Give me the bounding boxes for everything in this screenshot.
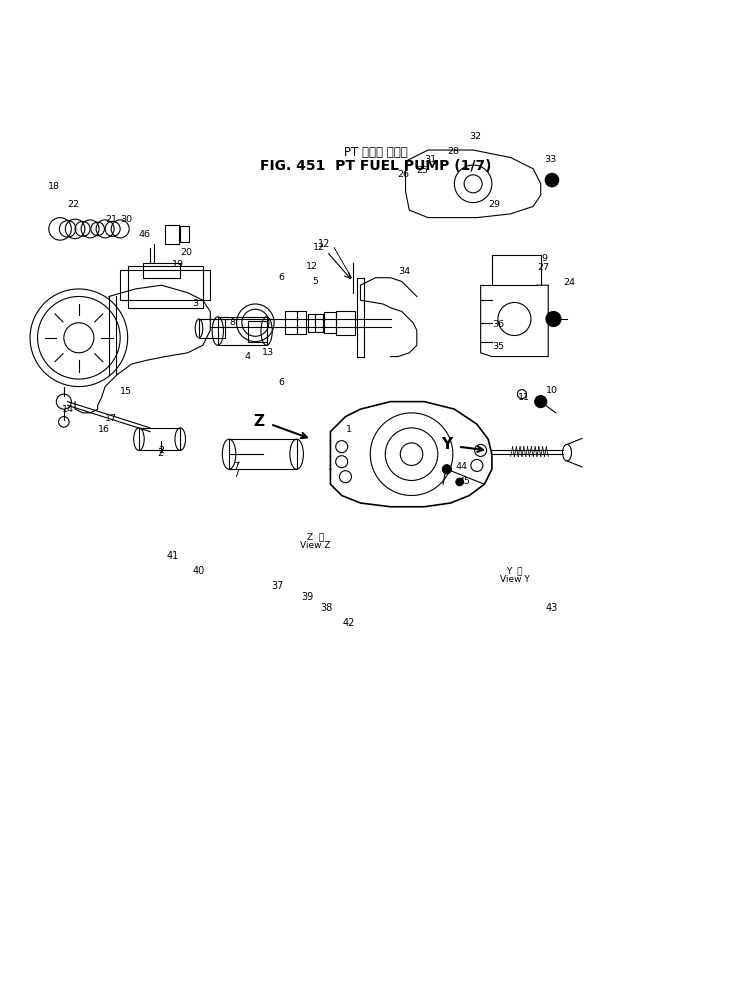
Text: 36: 36 xyxy=(492,320,504,329)
Text: 45: 45 xyxy=(458,478,470,487)
Text: 17: 17 xyxy=(105,413,117,423)
Text: 40: 40 xyxy=(193,565,205,575)
Bar xyxy=(297,312,306,334)
Text: 39: 39 xyxy=(302,592,314,602)
Text: 11: 11 xyxy=(518,393,530,402)
Text: Z: Z xyxy=(254,414,264,430)
Text: 9: 9 xyxy=(541,255,547,264)
Text: 1: 1 xyxy=(346,425,352,434)
Circle shape xyxy=(545,173,559,187)
Text: View Z: View Z xyxy=(300,541,330,550)
Text: 16: 16 xyxy=(98,425,110,434)
Text: 18: 18 xyxy=(48,181,60,190)
Circle shape xyxy=(456,478,463,486)
Text: 24: 24 xyxy=(563,279,575,288)
Text: 10: 10 xyxy=(546,386,558,394)
Text: FIG. 451  PT FUEL PUMP (1/7): FIG. 451 PT FUEL PUMP (1/7) xyxy=(260,159,491,173)
Text: 34: 34 xyxy=(398,268,410,277)
Bar xyxy=(139,428,180,451)
Text: 35: 35 xyxy=(492,342,504,351)
Text: 37: 37 xyxy=(272,580,284,591)
Text: 26: 26 xyxy=(397,170,409,178)
Text: 2: 2 xyxy=(158,446,164,455)
Text: 30: 30 xyxy=(120,214,132,223)
Text: 31: 31 xyxy=(424,155,436,164)
Text: 25: 25 xyxy=(416,166,428,175)
Bar xyxy=(315,314,323,332)
Text: 19: 19 xyxy=(172,260,184,269)
Text: 7: 7 xyxy=(234,469,240,479)
Text: 44: 44 xyxy=(456,463,468,472)
Bar xyxy=(180,226,189,242)
Text: 14: 14 xyxy=(62,404,74,413)
Text: 22: 22 xyxy=(67,199,79,208)
Text: Z  視: Z 視 xyxy=(307,532,324,541)
Circle shape xyxy=(535,395,547,407)
Text: 33: 33 xyxy=(544,155,556,164)
Text: 20: 20 xyxy=(180,248,192,258)
Text: 41: 41 xyxy=(167,550,179,560)
Circle shape xyxy=(546,312,561,327)
Text: 12: 12 xyxy=(318,238,330,248)
Bar xyxy=(143,263,180,278)
Bar xyxy=(229,440,297,469)
Text: 42: 42 xyxy=(343,618,355,628)
Text: 3: 3 xyxy=(192,300,198,309)
Bar xyxy=(308,314,315,332)
Bar xyxy=(218,317,267,345)
Bar xyxy=(285,312,297,334)
Text: 21: 21 xyxy=(105,214,117,223)
Text: 12: 12 xyxy=(306,262,318,271)
Text: 7: 7 xyxy=(234,463,240,472)
Text: 38: 38 xyxy=(321,604,333,613)
Text: 12: 12 xyxy=(313,243,325,253)
Text: 27: 27 xyxy=(537,264,549,273)
Bar xyxy=(336,311,355,335)
Bar xyxy=(248,321,267,341)
Text: 13: 13 xyxy=(262,348,274,357)
Bar xyxy=(199,319,225,338)
Circle shape xyxy=(442,465,451,474)
Text: 28: 28 xyxy=(447,147,459,156)
Text: 6: 6 xyxy=(279,378,285,387)
Text: 2: 2 xyxy=(157,449,163,459)
Text: View Y: View Y xyxy=(499,575,529,584)
Text: 15: 15 xyxy=(120,387,132,396)
Text: Y  視: Y 視 xyxy=(506,566,523,575)
Text: 29: 29 xyxy=(488,199,500,208)
Text: 8: 8 xyxy=(230,318,236,327)
Text: 32: 32 xyxy=(469,132,481,141)
Text: Y: Y xyxy=(442,437,452,452)
Text: 5: 5 xyxy=(312,277,318,286)
Text: 4: 4 xyxy=(245,352,251,361)
Text: 43: 43 xyxy=(546,604,558,613)
Bar xyxy=(120,271,210,300)
Text: 6: 6 xyxy=(279,274,285,283)
Text: 46: 46 xyxy=(139,229,151,238)
Bar xyxy=(324,312,336,333)
Bar xyxy=(165,225,179,243)
Text: PT フェル ポンプ: PT フェル ポンプ xyxy=(344,146,407,159)
Bar xyxy=(128,267,203,308)
